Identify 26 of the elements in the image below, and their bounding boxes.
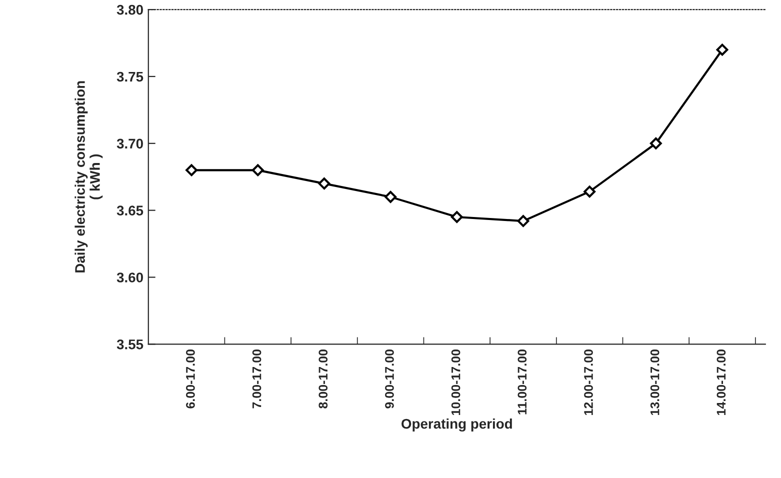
- y-tick-label: 3.60: [116, 272, 143, 282]
- point: [584, 186, 596, 198]
- x-tick-label: 9.00-17.00: [385, 350, 394, 408]
- y-tick-label: 3.75: [116, 72, 144, 82]
- x-tick-label: 10.00-17.00: [451, 350, 460, 415]
- point: [384, 190, 396, 203]
- y-tick-label: 3.55: [116, 339, 144, 350]
- x-tick-label: 13.00-17.00: [650, 350, 660, 415]
- y-tick-label: 3.70: [116, 138, 143, 149]
- x-tick-label: 11.00-17.00: [518, 350, 527, 414]
- point: [318, 178, 330, 190]
- y-tick-label: 3.65: [116, 206, 144, 216]
- point: [517, 215, 530, 227]
- point: [252, 164, 264, 176]
- x-tick-label: 6.00-17.00: [186, 350, 195, 408]
- point: [450, 211, 463, 223]
- x-tick-label: 7.00-17.00: [252, 350, 262, 408]
- y-tick-label: 3.80: [116, 4, 143, 15]
- x-tick-label: 8.00-17.00: [318, 350, 328, 408]
- y-axis-title: Daily electricity consumption ( kWh ): [74, 81, 103, 272]
- point: [186, 164, 198, 176]
- x-tick-label: 12.00-17.00: [584, 350, 593, 415]
- point: [716, 44, 728, 56]
- point: [650, 137, 662, 150]
- x-tick-label: 14.00-17.00: [716, 350, 726, 415]
- x-axis-title: Operating period: [402, 418, 512, 432]
